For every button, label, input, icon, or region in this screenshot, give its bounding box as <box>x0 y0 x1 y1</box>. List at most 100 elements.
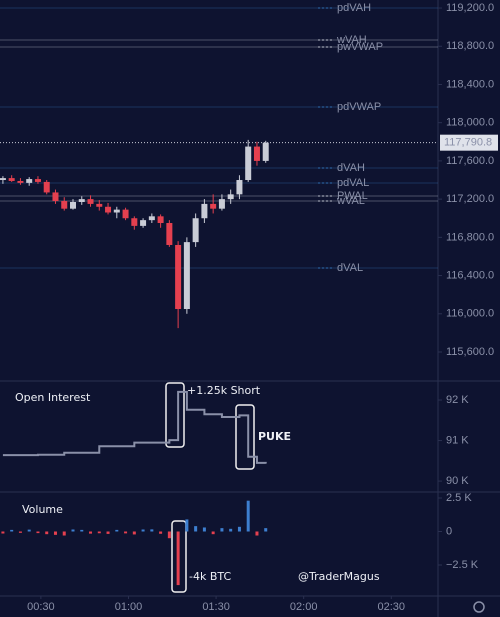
candle-body <box>113 209 120 213</box>
volume-bar <box>115 529 119 532</box>
annotation: -4k BTC <box>189 570 231 583</box>
volume-bar <box>185 519 189 532</box>
candle-body <box>8 178 15 181</box>
y-tick-label: 118,400.0 <box>446 78 494 90</box>
volume-bar <box>167 531 171 539</box>
level-label: wVAH <box>336 34 367 46</box>
candle-body <box>26 179 33 183</box>
pane-title: Volume <box>22 503 63 516</box>
candle-body <box>87 199 94 204</box>
y-tick-label: 117,200.0 <box>446 193 494 205</box>
level-label: dVAL <box>337 262 363 274</box>
candle-body <box>236 180 243 195</box>
candle-body <box>105 206 112 213</box>
y-tick-label: 2.5 K <box>446 492 472 504</box>
candle-body <box>218 199 225 209</box>
volume-bar <box>264 528 268 532</box>
candle-body <box>166 223 173 245</box>
level-label: pdVWAP <box>337 101 381 113</box>
highlight-box <box>165 382 185 448</box>
y-tick-label: 92 K <box>446 394 469 406</box>
volume-bar <box>10 529 14 532</box>
candle-body <box>183 242 190 310</box>
candle-body <box>61 201 68 209</box>
volume-bar <box>211 531 215 535</box>
volume-bar <box>124 531 128 534</box>
candle-body <box>122 209 129 219</box>
candle-body <box>52 192 59 202</box>
candle-body <box>78 199 85 202</box>
y-tick-label: 119,200.0 <box>446 2 494 14</box>
candle-body <box>140 220 147 226</box>
level-label: wVAL <box>336 195 365 207</box>
candle-body <box>17 180 24 183</box>
candle-body <box>175 244 182 310</box>
candle-body <box>192 218 199 243</box>
y-tick-label: 116,400.0 <box>446 269 494 281</box>
candle-body <box>70 201 76 209</box>
candle-body <box>210 203 217 209</box>
candle-body <box>148 216 155 221</box>
volume-bar <box>53 531 57 535</box>
volume-bar <box>106 531 110 534</box>
volume-bar <box>62 531 66 536</box>
y-tick-label: 90 K <box>446 475 469 487</box>
y-tick-label: 116,000.0 <box>446 308 494 320</box>
candle-body <box>96 203 103 207</box>
y-tick-label: −2.5 K <box>446 559 479 571</box>
candle-body <box>34 179 41 182</box>
candle-body <box>245 146 252 181</box>
last-price-box <box>440 134 498 151</box>
settings-icon[interactable] <box>473 601 485 613</box>
volume-bar <box>80 529 84 532</box>
volume-bar <box>176 531 180 586</box>
highlight-box <box>171 520 187 593</box>
volume-bar <box>18 531 22 533</box>
candle-body <box>253 146 260 161</box>
last-price-label: 117,790.8 <box>444 137 492 149</box>
volume-bar <box>246 500 250 532</box>
volume-bar <box>71 529 75 532</box>
candle-body <box>0 178 6 181</box>
y-tick-label: 115,600.0 <box>446 346 494 358</box>
candle-body <box>43 181 50 193</box>
volume-bar <box>141 529 145 532</box>
y-tick-label: 117,600.0 <box>446 155 494 167</box>
candle-body <box>201 203 208 219</box>
x-tick-label: 02:30 <box>378 601 406 613</box>
candle-body <box>157 216 164 224</box>
watermark: @TraderMagus <box>298 570 380 583</box>
candle-body <box>227 194 234 200</box>
volume-bar <box>1 531 5 534</box>
volume-bar <box>229 528 233 532</box>
y-tick-label: 91 K <box>446 434 469 446</box>
oi-line <box>2 390 267 464</box>
level-label: pdVAL <box>337 177 369 189</box>
y-tick-label: 116,800.0 <box>446 231 494 243</box>
y-tick-label: 0 <box>446 525 452 537</box>
annotation: +1.25k Short <box>187 384 261 397</box>
volume-bar <box>150 529 154 532</box>
y-tick-label: 118,800.0 <box>446 40 494 52</box>
volume-bar <box>36 531 40 534</box>
volume-bar <box>194 526 198 532</box>
x-tick-label: 00:30 <box>27 601 55 613</box>
level-label: pdVAH <box>337 2 371 14</box>
volume-bar <box>27 529 31 532</box>
volume-bar <box>202 527 206 532</box>
volume-bar <box>237 526 241 532</box>
volume-bar <box>220 528 224 532</box>
y-tick-label: 118,000.0 <box>446 117 494 129</box>
level-label: dVAH <box>337 162 365 174</box>
volume-bar <box>255 531 259 536</box>
volume-bar <box>132 531 136 535</box>
volume-bar <box>45 531 49 535</box>
x-tick-label: 02:00 <box>290 601 318 613</box>
level-label: PWAL <box>337 190 368 202</box>
x-tick-label: 01:30 <box>202 601 230 613</box>
volume-bar <box>97 531 101 534</box>
volume-bar <box>159 531 163 534</box>
level-label: pwVWAP <box>337 41 383 53</box>
